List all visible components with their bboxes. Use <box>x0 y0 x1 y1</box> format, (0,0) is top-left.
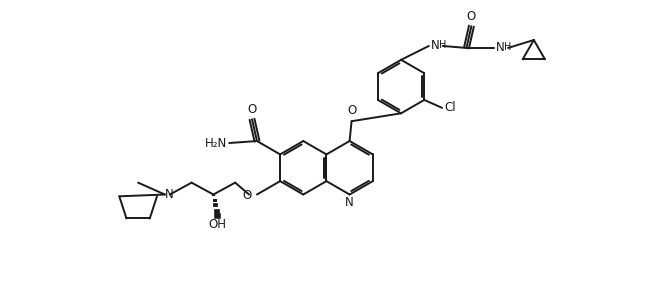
Text: H: H <box>439 40 446 50</box>
Text: N: N <box>345 197 354 210</box>
Text: H: H <box>504 42 511 52</box>
Text: O: O <box>247 103 257 116</box>
Text: OH: OH <box>208 218 226 231</box>
Text: Cl: Cl <box>444 101 456 114</box>
Text: N: N <box>496 41 505 54</box>
Text: O: O <box>347 104 356 117</box>
Text: N: N <box>431 40 440 53</box>
Text: N: N <box>164 188 173 201</box>
Text: O: O <box>467 10 476 23</box>
Text: O: O <box>243 189 252 202</box>
Text: H₂N: H₂N <box>205 136 227 149</box>
